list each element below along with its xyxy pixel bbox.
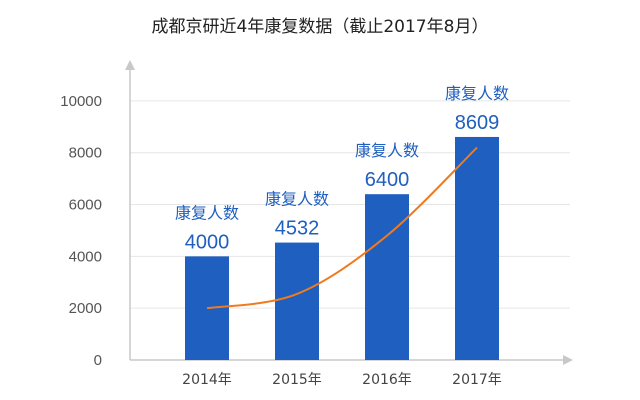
y-tick-label: 4000 (69, 248, 102, 265)
bar-labels: 康复人数 4000 康复人数 4532 康复人数 6400 康复人数 8609 (175, 84, 509, 253)
trend-line-group (206, 146, 478, 310)
x-axis-ticks: 2014年 2015年 2016年 2017年 (182, 372, 502, 388)
bar-value-label: 4532 (275, 218, 320, 240)
bar (365, 194, 409, 360)
bar-caption: 康复人数 (265, 190, 329, 209)
y-tick-label: 2000 (69, 300, 102, 317)
bar-caption: 康复人数 (175, 203, 239, 222)
y-tick-label: 6000 (69, 197, 102, 214)
x-tick-label: 2017年 (452, 372, 502, 388)
y-axis-ticks: 0 2000 4000 6000 8000 10000 (60, 93, 102, 369)
y-tick-label: 8000 (69, 145, 102, 162)
bar-value-label: 8609 (455, 112, 500, 134)
bar-caption: 康复人数 (355, 141, 419, 160)
bars (185, 136, 499, 360)
trend-line (206, 146, 478, 310)
x-tick-label: 2016年 (362, 372, 412, 388)
x-axis-arrow-icon (563, 355, 573, 365)
x-tick-label: 2015年 (272, 372, 322, 388)
bar-caption: 康复人数 (445, 84, 509, 103)
bar-value-label: 6400 (365, 169, 410, 191)
y-tick-label: 0 (94, 352, 102, 369)
chart-title: 成都京研近4年康复数据（截止2017年8月） (152, 17, 489, 37)
bar (455, 136, 499, 360)
y-tick-label: 10000 (60, 93, 102, 110)
bar (275, 242, 319, 360)
x-tick-label: 2014年 (182, 372, 232, 388)
y-axis-arrow-icon (125, 60, 135, 70)
bar-value-label: 4000 (185, 231, 230, 253)
